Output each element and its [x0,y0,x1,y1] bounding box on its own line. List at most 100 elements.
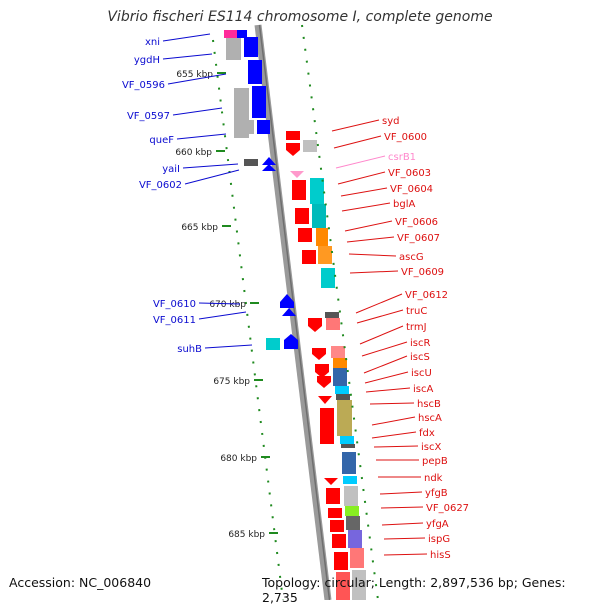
gene-block-VF_0597-b[interactable] [252,86,266,118]
gene-label-VF_0604[interactable]: VF_0604 [390,184,433,195]
gene-block-hscB[interactable] [336,394,350,400]
gene-arrow-VF_0602-b[interactable] [262,164,276,171]
gene-block-yfgB[interactable] [344,486,358,506]
gene-block-queF-b[interactable] [257,120,270,134]
gene-block-hscA-r[interactable] [320,408,334,444]
gene-block-xni[interactable] [224,30,237,38]
gene-block-ygdH-b[interactable] [244,37,258,57]
gene-label-VF_0602[interactable]: VF_0602 [139,180,182,191]
gene-block-ndk[interactable] [343,476,357,484]
gene-label-trmJ[interactable]: trmJ [406,322,427,333]
gene-block-hscA[interactable] [337,400,352,436]
gene-arrow-VF_0610[interactable] [280,294,294,302]
gene-block-VF_0596[interactable] [248,60,262,84]
gene-label-VF_0611[interactable]: VF_0611 [153,315,196,326]
gene-block-iscS[interactable] [333,358,347,368]
gene-block-truC[interactable] [326,318,340,330]
gene-block-bglA[interactable] [312,204,326,228]
gene-arrow-VF_0600[interactable] [286,143,300,156]
gene-block-end-b[interactable] [352,570,366,600]
gene-label-ispG[interactable]: ispG [428,534,450,545]
gene-block-yfgB-r[interactable] [326,488,340,504]
gene-label-VF_0606[interactable]: VF_0606 [395,217,438,228]
gene-block-ispG-r[interactable] [332,534,346,548]
gene-block-VF_0607[interactable] [298,228,312,242]
gene-label-VF_0609[interactable]: VF_0609 [401,267,444,278]
gene-label-hscB[interactable]: hscB [417,399,441,410]
gene-label-xni[interactable]: xni [145,37,160,48]
gene-block-xni-b[interactable] [237,30,247,38]
gene-block-iscR[interactable] [331,346,345,358]
gene-label-ascG[interactable]: ascG [399,252,424,263]
gene-label-yfgA[interactable]: yfgA [426,519,449,530]
gene-arrow-iscU[interactable] [315,364,329,378]
gene-arrow-iscR[interactable] [312,348,326,360]
label-connector [204,344,253,349]
gene-label-truC[interactable]: truC [406,306,427,317]
gene-block-syd[interactable] [286,131,300,140]
gene-arrow-trmJ[interactable] [308,318,322,332]
gene-block-queF[interactable] [240,120,254,134]
gene-block-yfgA-r[interactable] [330,520,344,532]
gene-block-VF_0609-b[interactable] [321,268,335,288]
gene-label-ygdH[interactable]: ygdH [134,55,160,66]
gene-label-VF_0603[interactable]: VF_0603 [388,168,431,179]
gene-block-ygdH[interactable] [226,38,241,60]
gene-label-suhB[interactable]: suhB [177,344,202,355]
gene-arrow-iscA[interactable] [317,376,331,388]
gene-arrow-csrB1[interactable] [290,171,304,178]
gene-label-csrB1[interactable]: csrB1 [388,152,416,163]
gene-label-VF_0610[interactable]: VF_0610 [153,299,196,310]
gene-block-ascG-b[interactable] [318,246,332,264]
gene-block-VF_0609[interactable] [302,250,316,264]
gene-label-VF_0600[interactable]: VF_0600 [384,132,427,143]
gene-arrow-VF_0602[interactable] [262,157,276,165]
gene-block-hisS-r[interactable] [334,552,348,570]
gene-label-bglA[interactable]: bglA [393,199,415,210]
gene-block-VF_0612[interactable] [325,312,339,318]
gene-arrow-ndk[interactable] [324,478,338,485]
gene-block-VF_0600[interactable] [303,140,317,152]
gene-label-hisS[interactable]: hisS [430,550,451,561]
gene-label-iscX[interactable]: iscX [421,442,441,453]
gene-arrow-VF_0611[interactable] [282,308,296,316]
gene-block-iscU[interactable] [333,368,347,386]
gene-block-ispG[interactable] [348,530,362,548]
gene-block-VF_0606[interactable] [295,208,309,224]
gene-block-VF_0627-r[interactable] [328,508,342,518]
gene-block-yfgA[interactable] [346,516,360,530]
gene-label-ndk[interactable]: ndk [424,473,443,484]
gene-block-end[interactable] [336,572,350,600]
gene-block-VF_0604[interactable] [310,178,324,204]
gene-block-VF_0627[interactable] [345,506,359,516]
gene-label-hscA[interactable]: hscA [418,413,442,424]
gene-label-yaiI[interactable]: yaiI [162,164,180,175]
gene-label-fdx[interactable]: fdx [419,428,435,439]
gene-block-VF_0610[interactable] [280,302,294,308]
gene-block-fdx[interactable] [340,436,354,444]
gene-block-yaiI[interactable] [244,159,258,166]
gene-label-iscA[interactable]: iscA [413,384,433,395]
gene-block-suhB[interactable] [266,338,280,350]
gene-block-iscX[interactable] [341,444,355,448]
gene-label-VF_0612[interactable]: VF_0612 [405,290,448,301]
gene-block-hisS[interactable] [350,548,364,568]
gene-label-iscU[interactable]: iscU [411,368,432,379]
gene-arrow-hscB[interactable] [318,396,332,404]
gene-label-syd[interactable]: syd [382,116,399,127]
gene-label-iscS[interactable]: iscS [410,352,430,363]
gene-block-iscA[interactable] [335,386,349,394]
gene-label-VF_0596[interactable]: VF_0596 [122,80,165,91]
gene-block-VF_0603[interactable] [292,180,306,200]
gene-label-iscR[interactable]: iscR [410,338,430,349]
gene-label-VF_0597[interactable]: VF_0597 [127,111,170,122]
gene-label-queF[interactable]: queF [149,135,174,146]
gene-block-ascG[interactable] [316,228,328,246]
gene-arrow-suhB[interactable] [284,334,298,349]
gene-block-pepB[interactable] [342,452,356,474]
gene-label-pepB[interactable]: pepB [422,456,448,467]
gene-label-VF_0627[interactable]: VF_0627 [426,503,469,514]
label-connector [346,236,395,243]
gene-label-yfgB[interactable]: yfgB [425,488,448,499]
gene-label-VF_0607[interactable]: VF_0607 [397,233,440,244]
